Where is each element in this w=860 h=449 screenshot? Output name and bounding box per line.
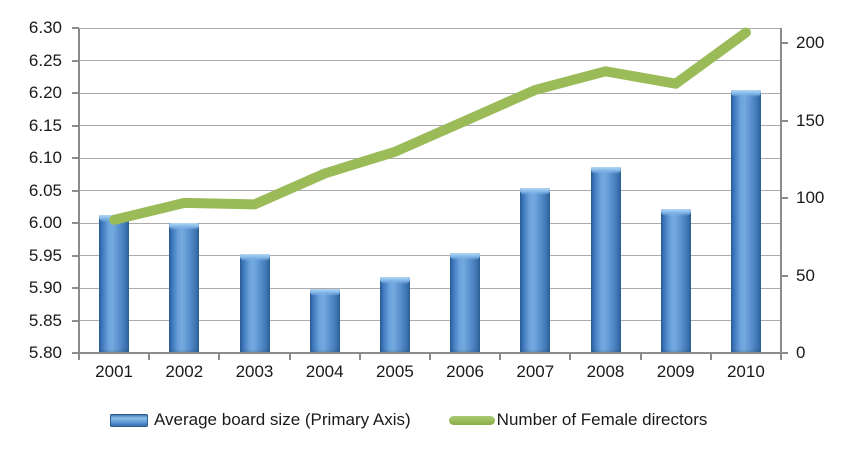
y-axis-label: 6.00	[28, 213, 62, 232]
y2-axis-line	[780, 28, 782, 354]
y-axis-tick	[72, 27, 79, 29]
gridline	[79, 27, 781, 29]
y2-axis-label: 150	[796, 110, 825, 130]
y2-axis-label: 100	[796, 188, 825, 208]
x-axis-tick	[429, 353, 431, 360]
legend: Average board size (Primary Axis) Number…	[110, 410, 707, 430]
x-axis-label: 2003	[235, 362, 274, 381]
bar-2001	[99, 214, 130, 353]
x-axis-tick	[78, 353, 80, 360]
gridline	[79, 287, 781, 289]
y-axis-line	[78, 28, 80, 354]
y2-axis-tick	[781, 119, 788, 122]
gridline	[79, 255, 781, 256]
y-axis-tick	[72, 254, 79, 257]
bar-2010	[730, 89, 761, 353]
x-axis-label: 2006	[446, 362, 484, 381]
y2-axis-tick	[781, 42, 788, 45]
y-axis-tick	[72, 124, 79, 127]
x-axis-tick	[288, 353, 291, 360]
x-axis-tick	[709, 353, 712, 360]
legend-label-female-directors: Number of Female directors	[496, 410, 708, 429]
line-series-swatch-icon	[448, 415, 495, 425]
bar-2004	[309, 289, 340, 353]
y-axis-tick	[72, 352, 79, 354]
x-axis-tick	[218, 353, 221, 360]
legend-label-average-board-size: Average board size (Primary Axis)	[154, 410, 411, 429]
y-axis-label: 5.95	[28, 245, 62, 265]
x-axis-label: 2010	[726, 362, 765, 381]
x-axis-label: 2005	[375, 362, 414, 381]
y2-axis-tick	[781, 197, 788, 200]
bar-2008	[590, 167, 621, 353]
y-axis-label: 5.80	[28, 343, 62, 362]
x-axis-label: 2002	[165, 362, 204, 381]
y2-axis-label: 200	[796, 33, 825, 53]
bar-2007	[520, 187, 551, 353]
gridline	[79, 157, 781, 159]
y-axis-label: 6.20	[28, 83, 62, 102]
y-axis-tick	[72, 222, 79, 224]
legend-item-female-directors: Number of Female directors	[448, 410, 708, 430]
bar-2005	[379, 276, 410, 353]
x-axis-label: 2009	[656, 362, 695, 381]
x-axis-tick	[358, 353, 361, 360]
gridline	[79, 125, 781, 126]
x-axis-tick	[639, 353, 642, 360]
x-axis-tick	[780, 353, 782, 360]
gridline	[79, 60, 781, 61]
bar-2003	[239, 253, 270, 353]
y-axis-label: 6.10	[28, 148, 62, 167]
legend-item-average-board-size: Average board size (Primary Axis)	[110, 410, 411, 430]
x-axis-label: 2001	[95, 362, 133, 381]
y-axis-label: 6.25	[28, 50, 62, 70]
x-axis-label: 2004	[305, 362, 344, 381]
x-axis-tick	[569, 353, 572, 360]
y-axis-label: 5.90	[28, 278, 62, 297]
y2-axis-tick	[781, 352, 788, 354]
y-axis-label: 6.05	[28, 180, 62, 200]
y-axis-label: 6.15	[28, 115, 62, 135]
y-axis-tick	[72, 92, 79, 94]
y-axis-tick	[72, 319, 79, 322]
y-axis-tick	[72, 157, 79, 159]
y-axis-tick	[72, 59, 79, 62]
y2-axis-label: 0	[796, 343, 806, 362]
x-axis-label: 2008	[586, 362, 625, 381]
x-axis-label: 2007	[516, 362, 555, 381]
y2-axis-label: 50	[796, 265, 815, 285]
gridline	[79, 92, 781, 94]
bar-2002	[169, 223, 200, 353]
gridline	[79, 190, 781, 191]
gridline	[79, 320, 781, 321]
x-axis-tick	[148, 353, 151, 360]
x-axis-tick	[499, 353, 502, 360]
y-axis-label: 6.30	[28, 18, 62, 37]
y-axis-tick	[72, 287, 79, 289]
y-axis-label: 5.85	[28, 310, 62, 330]
bar-series-swatch-icon	[110, 413, 148, 427]
y-axis-tick	[72, 189, 79, 192]
y2-axis-tick	[781, 274, 788, 277]
bar-2009	[660, 208, 691, 353]
x-axis-line	[78, 352, 782, 354]
bar-2006	[450, 252, 481, 353]
